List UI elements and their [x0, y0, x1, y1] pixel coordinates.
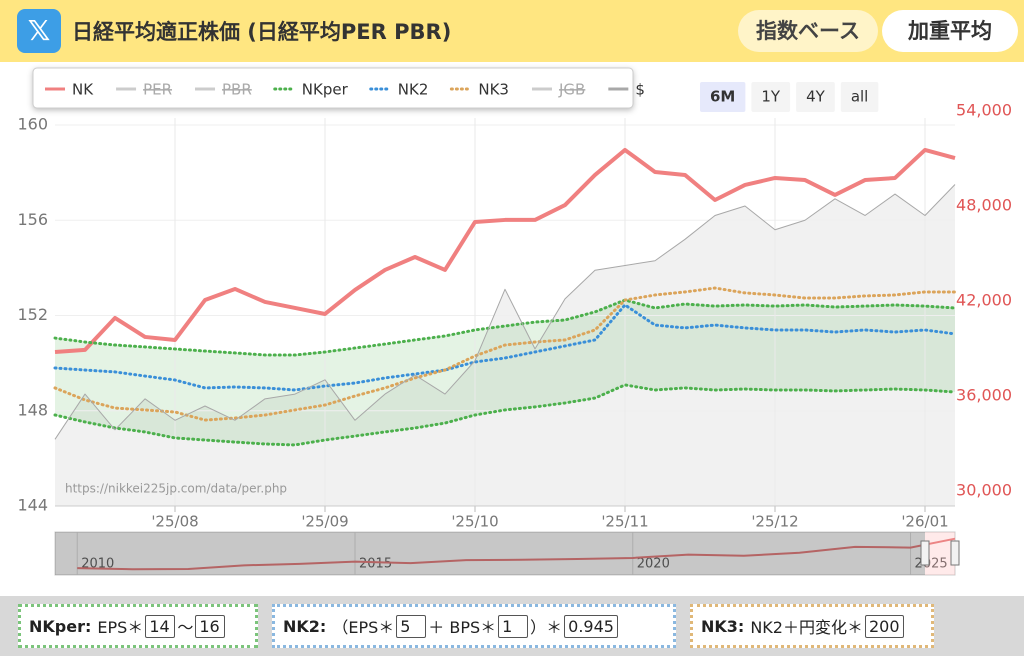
control-text: 〜 — [177, 618, 194, 637]
legend-label: $ — [635, 81, 645, 99]
series-line — [53, 303, 957, 392]
control-input[interactable]: 16 — [195, 614, 226, 638]
legend-item[interactable]: NK3 — [449, 81, 509, 99]
chart: 144 148 152 156 160 30,000 36,000 42,000 48,000 5… — [17, 67, 1012, 576]
navigator-mask — [55, 532, 925, 575]
control-input[interactable]: 5 — [396, 614, 427, 638]
source: https://nikkei225jp.com/data/per.php — [65, 482, 287, 496]
series-line — [54, 147, 956, 354]
band-fill — [55, 300, 955, 445]
legend-item[interactable]: NK — [45, 81, 94, 99]
control-label: NK2: — [283, 616, 327, 636]
y-tick-label: 156 — [17, 210, 48, 229]
series-line — [53, 298, 957, 357]
legend-label: PBR — [222, 81, 252, 99]
range-button[interactable]: 4Y — [796, 82, 835, 112]
navigator-handle[interactable] — [950, 540, 960, 566]
x-logo[interactable]: 𝕏 — [17, 9, 61, 53]
legend-box — [32, 67, 634, 109]
legend-label: NKper — [302, 81, 349, 99]
navigator-window — [925, 532, 955, 575]
legend-item[interactable]: NK2 — [369, 81, 429, 99]
legend-label: NK — [72, 81, 94, 99]
controls: NKper: EPS＊ 14 〜 16 NK2: （EPS＊ 5 ＋ BPS＊ 1 ）＊ 0.945 N… — [0, 596, 1024, 656]
legend-label: NK2 — [398, 81, 429, 99]
legend-item[interactable]: NKper — [273, 81, 349, 99]
control-box: NK2: （EPS＊ 5 ＋ BPS＊ 1 ）＊ 0.945 — [272, 604, 676, 648]
range-button-bg — [751, 82, 791, 112]
control-text: ＋ BPS＊ — [428, 618, 497, 637]
legend-item[interactable]: JGB — [531, 81, 585, 99]
legend-item[interactable]: PER — [116, 81, 172, 99]
legend-label: JGB — [558, 81, 585, 99]
control-text: ）＊ — [530, 618, 563, 637]
header-button[interactable]: 指数ベース — [738, 10, 878, 52]
x-tick-label: '25/11 — [601, 513, 648, 531]
range-button-label: all — [851, 88, 869, 106]
control-label: NKper: — [29, 616, 92, 636]
y2-tick-label: 48,000 — [956, 196, 1012, 215]
range-button[interactable]: all — [840, 82, 879, 112]
y2-tick-label: 30,000 — [956, 481, 1012, 500]
header: 𝕏 日経平均適正株価 (日経平均PER PBR) 指数ベース 加重平均 — [0, 0, 1024, 62]
range-button[interactable]: 6M — [700, 82, 746, 112]
control-input[interactable]: 200 — [864, 614, 904, 638]
legend-item[interactable]: PBR — [195, 81, 252, 99]
legend-label: PER — [143, 81, 172, 99]
x-tick-label: '25/09 — [301, 513, 348, 531]
range-button-label: 4Y — [806, 88, 826, 106]
x-tick-label: '25/08 — [151, 513, 198, 531]
control-input[interactable]: 0.945 — [564, 614, 618, 638]
range-button-bg — [796, 82, 835, 112]
control-text: EPS＊ — [97, 618, 144, 637]
series-line — [54, 184, 956, 440]
x-tick-label: '25/10 — [451, 513, 498, 531]
range-button-bg — [700, 82, 746, 112]
header-button[interactable]: 加重平均 — [882, 10, 1018, 52]
control-text: NK2＋円変化＊ — [750, 618, 863, 637]
x-tick-label: '26/01 — [901, 513, 948, 531]
y2-tick-label: 36,000 — [956, 386, 1012, 405]
navigator-line — [77, 537, 956, 571]
range-button[interactable]: 1Y — [751, 82, 791, 112]
legend-label: NK3 — [478, 81, 509, 99]
series-line — [53, 286, 957, 422]
control-box: NKper: EPS＊ 14 〜 16 — [18, 604, 258, 648]
y-tick-label: 144 — [17, 496, 48, 515]
range-button-label: 6M — [710, 88, 735, 106]
y-tick-label: 148 — [17, 400, 48, 419]
control-text: （EPS＊ — [332, 618, 395, 637]
navigator-tick-label: 2015 — [359, 557, 392, 572]
control-input[interactable]: 1 — [498, 614, 529, 638]
control-box: NK3: NK2＋円変化＊ 200 — [690, 604, 934, 648]
x-tick-label: '25/12 — [751, 513, 798, 531]
range-button-bg — [840, 82, 879, 112]
legend-item[interactable]: $ — [608, 81, 645, 99]
y2-tick-label: 54,000 — [956, 101, 1012, 120]
control-input[interactable]: 14 — [145, 614, 176, 638]
series-line-lower — [53, 383, 957, 447]
y-tick-label: 160 — [17, 115, 48, 134]
navigator-handle[interactable] — [920, 540, 930, 566]
range-button-label: 1Y — [761, 88, 781, 106]
y-tick-label: 152 — [17, 305, 48, 324]
control-label: NK3: — [701, 616, 745, 636]
page-title: 日経平均適正株価 (日経平均PER PBR) — [72, 20, 452, 44]
navigator-tick-label: 2020 — [637, 557, 670, 572]
y2-tick-label: 42,000 — [956, 291, 1012, 310]
